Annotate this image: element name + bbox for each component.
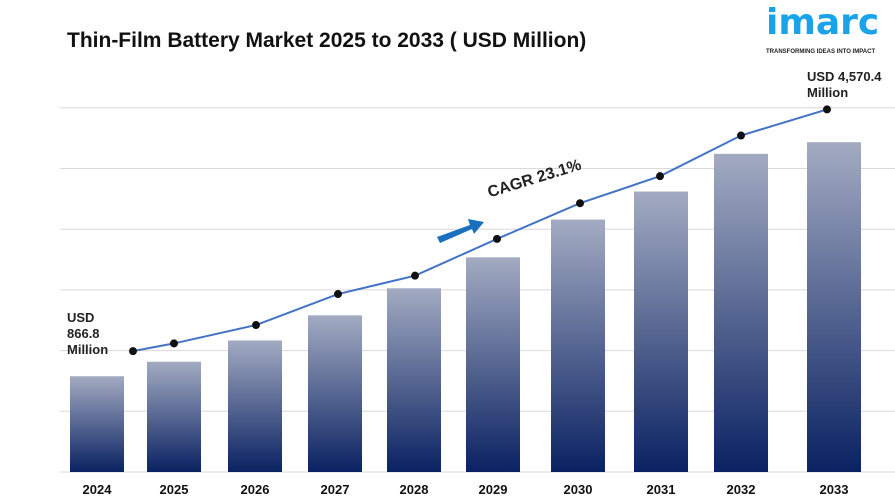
imarc-logo: imarc TRANSFORMING IDEAS INTO IMPACT <box>766 2 895 56</box>
trend-point <box>334 290 342 299</box>
x-tick-label: 2030 <box>564 482 593 497</box>
x-tick-label: 2033 <box>820 482 849 497</box>
x-tick-label: 2029 <box>479 482 508 497</box>
trend-point <box>129 347 137 356</box>
trend-line <box>132 108 828 353</box>
x-tick-label: 2027 <box>321 482 350 497</box>
bar-2031 <box>634 191 688 472</box>
trend-point <box>737 131 745 140</box>
bar-2024 <box>70 376 124 472</box>
trend-point <box>493 234 501 243</box>
bar-2025 <box>147 361 201 472</box>
bar-2027 <box>308 315 362 472</box>
end-label-line: USD 4,570.4 <box>807 69 882 84</box>
cagr-arrow-icon <box>437 219 484 243</box>
x-tick-label: 2032 <box>727 482 756 497</box>
x-tick-label: 2028 <box>400 482 429 497</box>
trend-point <box>252 321 260 330</box>
logo-tagline: TRANSFORMING IDEAS INTO IMPACT <box>766 49 876 55</box>
x-tick-label: 2026 <box>241 482 270 497</box>
x-tick-label: 2031 <box>647 482 676 497</box>
start-label-line: USD <box>67 310 95 325</box>
x-tick-label: 2024 <box>83 482 113 497</box>
bar-2026 <box>228 340 282 472</box>
bar-2028 <box>387 288 441 472</box>
trend-point <box>576 199 584 208</box>
end-value-label: USD 4,570.4 Million <box>807 69 881 101</box>
end-label-line: Million <box>807 85 849 100</box>
trend-point <box>411 271 419 280</box>
trend-point <box>656 172 664 181</box>
bar-2029 <box>466 257 520 472</box>
trend-point <box>170 339 178 348</box>
start-label-line: Million <box>67 342 109 357</box>
bar-2032 <box>714 153 768 472</box>
start-value-label: USD 866.8 Million <box>67 310 108 358</box>
bar-2030 <box>551 219 605 472</box>
logo-word: imarc <box>766 2 880 43</box>
start-label-line: 866.8 <box>67 326 100 341</box>
bar-2033 <box>807 142 861 472</box>
trend-point <box>823 105 831 114</box>
x-tick-label: 2025 <box>160 482 189 497</box>
chart-title: Thin-Film Battery Market 2025 to 2033 ( … <box>67 29 587 52</box>
